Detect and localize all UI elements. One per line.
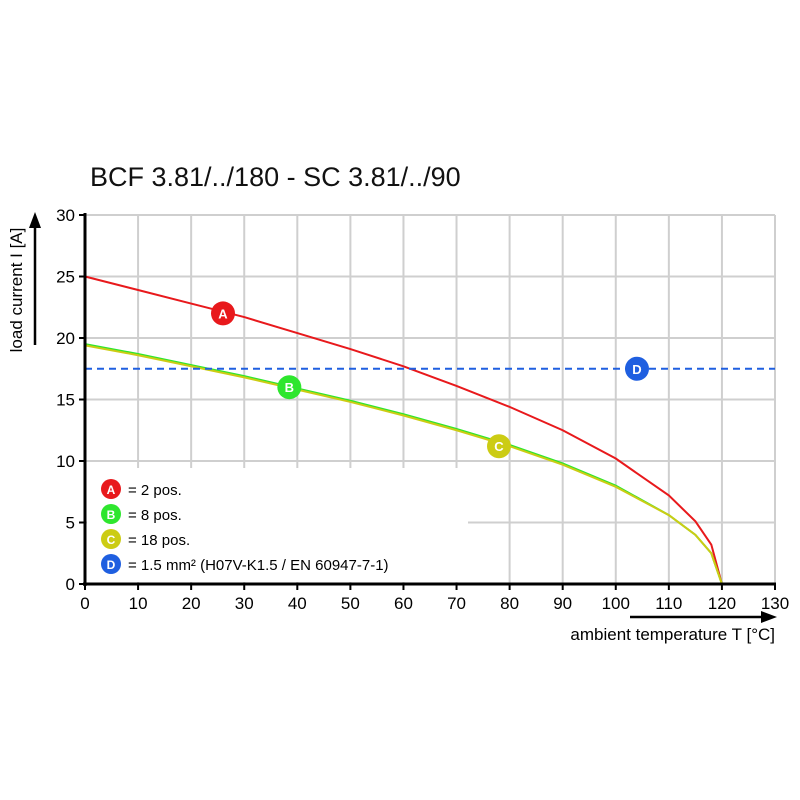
y-tick-label: 25	[56, 268, 75, 287]
legend-marker-c	[101, 529, 121, 549]
marker-circle-a	[211, 301, 235, 326]
x-axis-label: ambient temperature T [°C]	[570, 625, 775, 644]
x-tick-label: 120	[708, 594, 736, 613]
marker-circle-c	[487, 434, 511, 459]
y-tick-label: 30	[56, 206, 75, 225]
legend-label-c: = 18 pos.	[128, 532, 190, 549]
series-marker-a: A	[211, 301, 235, 326]
y-tick-label: 20	[56, 329, 75, 348]
marker-letter-b: B	[285, 380, 294, 395]
series-marker-b: B	[277, 375, 302, 400]
series-line-a	[84, 275, 723, 585]
x-tick-label: 60	[394, 594, 413, 613]
legend-letter-c: C	[107, 533, 116, 547]
legend-marker-b	[101, 504, 121, 524]
legend-marker-a	[101, 479, 121, 499]
legend-marker-d	[101, 554, 121, 574]
legend-background	[87, 468, 468, 582]
series-line-c	[84, 344, 723, 585]
x-tick-label: 130	[761, 594, 789, 613]
x-tick-label: 0	[80, 594, 89, 613]
legend-label-b: = 8 pos.	[128, 507, 182, 524]
legend-label-d: = 1.5 mm² (H07V-K1.5 / EN 60947-7-1)	[128, 557, 389, 574]
x-tick-label: 110	[655, 594, 682, 613]
y-tick-label: 15	[56, 391, 75, 410]
x-tick-label: 10	[129, 594, 148, 613]
x-tick-label: 30	[235, 594, 254, 613]
marker-letter-d: D	[632, 362, 641, 377]
x-tick-label: 20	[182, 594, 201, 613]
y-tick-label: 10	[56, 452, 75, 471]
x-tick-label: 80	[500, 594, 519, 613]
x-tick-label: 90	[553, 594, 572, 613]
legend-entry-a: A = 2 pos.	[101, 479, 182, 499]
y-axis-title-group: load current I [A]	[7, 212, 41, 352]
marker-letter-a: A	[218, 306, 228, 321]
marker-letter-c: C	[494, 439, 504, 454]
legend: A = 2 pos. B = 8 pos. C = 18 pos. D = 1.5 mm² (…	[101, 479, 389, 574]
legend-entry-c: C = 18 pos.	[101, 529, 190, 549]
legend-entry-d: D = 1.5 mm² (H07V-K1.5 / EN 60947-7-1)	[101, 554, 389, 574]
legend-label-a: = 2 pos.	[128, 482, 182, 499]
x-tick-label: 70	[447, 594, 466, 613]
x-axis-title-group: ambient temperature T [°C]	[570, 611, 777, 644]
y-tick-label: 0	[66, 575, 75, 594]
series-marker-d: D	[625, 356, 649, 381]
tick-labels: 0 10 20 30 40 50 60 70 80 90 100 110 120 130 0 5 10 15 20 2…	[56, 206, 789, 613]
marker-circle-b	[277, 375, 302, 400]
y-tick-label: 5	[66, 514, 75, 533]
marker-circle-d	[625, 356, 649, 381]
legend-letter-b: B	[107, 508, 116, 522]
legend-letter-d: D	[107, 558, 116, 572]
y-axis-label: load current I [A]	[7, 228, 26, 353]
x-tick-label: 50	[341, 594, 360, 613]
x-tick-label: 40	[288, 594, 307, 613]
x-tick-label: 100	[602, 594, 630, 613]
series-marker-c: C	[487, 434, 511, 459]
legend-letter-a: A	[107, 483, 116, 497]
y-axis-arrowhead-icon	[29, 212, 41, 228]
x-axis-arrowhead-icon	[761, 611, 777, 623]
legend-entry-b: B = 8 pos.	[101, 504, 182, 524]
chart-title: BCF 3.81/../180 - SC 3.81/../90	[90, 162, 461, 192]
